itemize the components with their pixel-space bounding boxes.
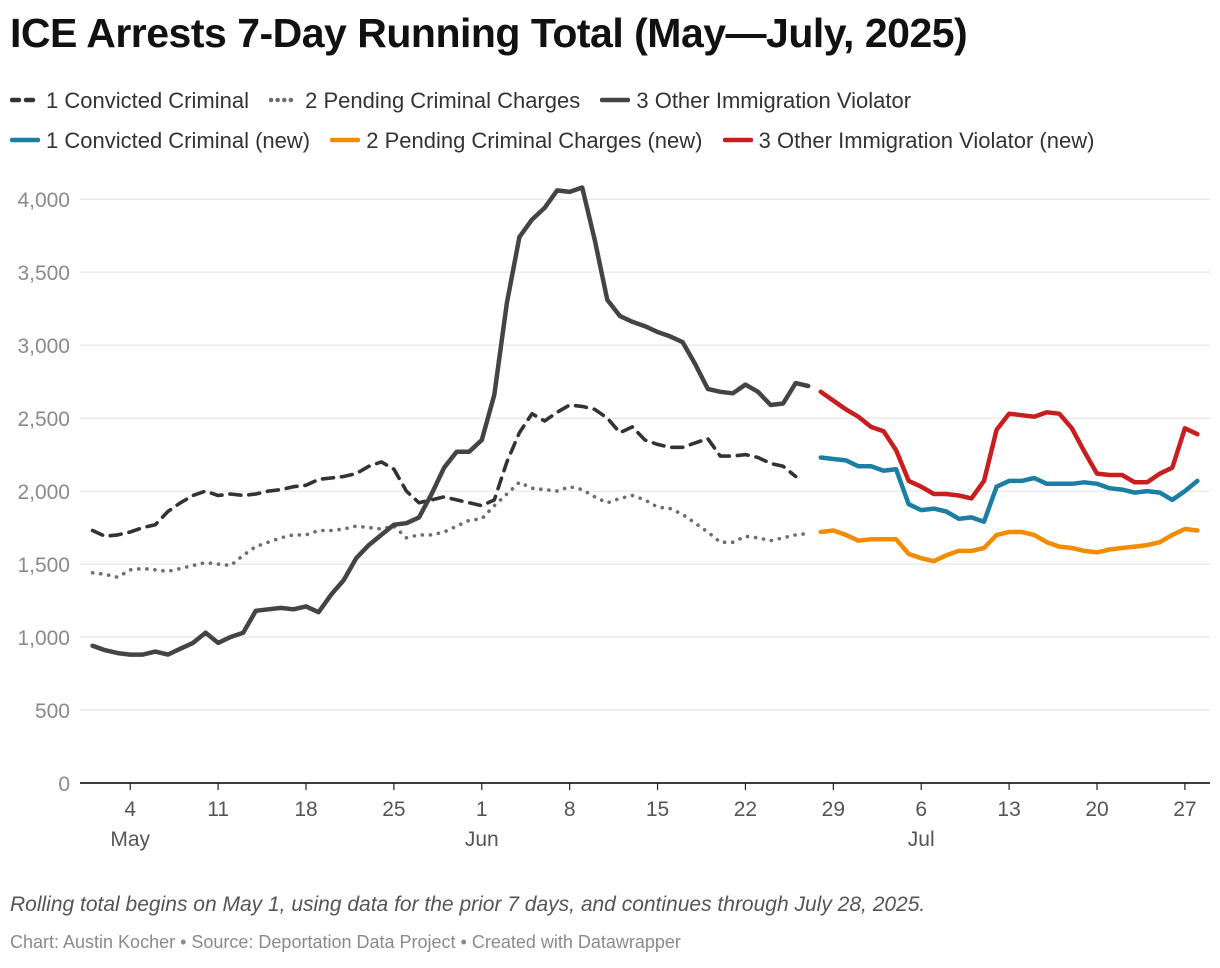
- y-tick-label: 2,000: [17, 481, 70, 504]
- y-tick-label: 0: [58, 773, 70, 796]
- x-tick-label: 22: [734, 798, 757, 821]
- legend-swatch: [268, 97, 300, 103]
- x-tick-label: 11: [207, 798, 229, 821]
- chart-footer: Chart: Austin Kocher • Source: Deportati…: [10, 932, 681, 952]
- y-tick-label: 1,500: [17, 554, 70, 577]
- series-line: [818, 455, 1200, 524]
- series-lines: [90, 185, 1200, 657]
- y-tick-label: 3,000: [17, 335, 70, 358]
- series-line: [90, 403, 798, 539]
- x-tick-label: 25: [382, 798, 405, 821]
- x-tick-label: 1: [476, 798, 488, 821]
- legend-item: 1 Convicted Criminal: [9, 88, 249, 113]
- line-chart: 05001,0001,5002,0002,5003,0003,5004,000 …: [17, 185, 1210, 851]
- x-tick-label: 18: [294, 798, 317, 821]
- x-tick-label: 8: [564, 798, 576, 821]
- y-axis: 0 500 1,000 1,500 2,000 2,500 3,000 3,500 4,000: [17, 189, 70, 796]
- legend-item: 3 Other Immigration Violator: [600, 88, 911, 113]
- x-tick-label: 20: [1085, 798, 1108, 821]
- series-line: [818, 526, 1200, 564]
- legend-swatch: [600, 97, 631, 103]
- x-month-label: May: [110, 828, 150, 851]
- x-tick-label: 27: [1173, 798, 1196, 821]
- legend-label: 3 Other Immigration Violator (new): [758, 128, 1095, 153]
- x-tick-label: 4: [124, 798, 136, 821]
- x-tick-label: 15: [646, 798, 669, 821]
- legend: 1 Convicted Criminal 2 Pending Criminal …: [9, 81, 1200, 161]
- legend-label: 2 Pending Criminal Charges: [305, 88, 581, 113]
- legend-swatch: [722, 137, 753, 143]
- series-line: [818, 389, 1200, 501]
- chart-notes: Rolling total begins on May 1, using dat…: [10, 893, 926, 916]
- chart-title: ICE Arrests 7-Day Running Total (May—Jul…: [10, 10, 968, 56]
- legend-label: 2 Pending Criminal Charges (new): [366, 128, 703, 153]
- series-line: [90, 185, 811, 657]
- legend-item: 2 Pending Criminal Charges: [268, 88, 581, 113]
- legend-label: 1 Convicted Criminal: [46, 88, 249, 113]
- x-tick-label: 29: [822, 798, 845, 821]
- y-tick-label: 1,000: [17, 627, 70, 650]
- x-month-label: Jun: [465, 828, 499, 851]
- y-tick-label: 2,500: [17, 408, 70, 431]
- y-tick-label: 500: [35, 700, 70, 723]
- legend-label: 3 Other Immigration Violator: [636, 88, 912, 113]
- legend-label: 1 Convicted Criminal (new): [46, 128, 311, 153]
- y-tick-label: 4,000: [17, 189, 70, 212]
- legend-item: 1 Convicted Criminal (new): [9, 128, 311, 153]
- x-axis: 4 May 11 18 25 1 Jun 8 15 22 29 6 Jul 13 20 27: [110, 783, 1197, 851]
- legend-item: 2 Pending Criminal Charges (new): [329, 128, 703, 153]
- legend-swatch: [9, 137, 41, 143]
- series-line: [90, 480, 811, 580]
- x-month-label: Jul: [908, 828, 935, 851]
- legend-item: 3 Other Immigration Violator (new): [722, 128, 1095, 153]
- grid-lines: [80, 198, 1210, 784]
- x-tick-label: 6: [915, 798, 927, 821]
- x-tick-label: 13: [997, 798, 1020, 821]
- y-tick-label: 3,500: [17, 262, 70, 285]
- legend-swatch: [9, 97, 41, 103]
- legend-swatch: [329, 137, 361, 143]
